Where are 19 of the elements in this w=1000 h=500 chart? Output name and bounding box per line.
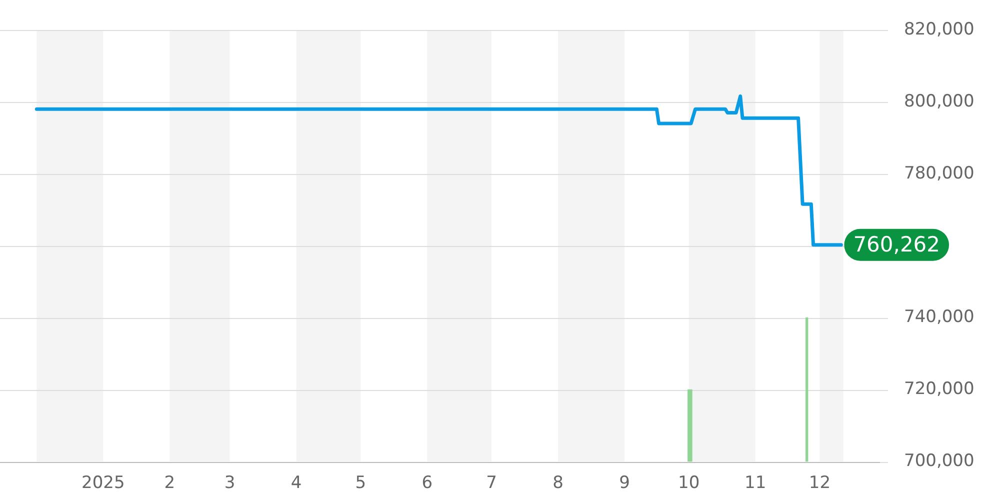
y-tick-label: 780,000	[904, 163, 974, 184]
y-tick-label: 740,000	[904, 307, 974, 328]
x-tick-label: 10	[678, 473, 700, 494]
x-tick-label: 8	[552, 473, 564, 494]
annotation: 760,262	[853, 232, 940, 256]
x-tick-label: 4	[290, 473, 302, 494]
x-tick-label: 2025	[82, 473, 125, 494]
x-tick-label: 7	[486, 473, 497, 494]
x-tick-label: 3	[224, 473, 236, 494]
x-tick-label: 11	[744, 473, 766, 494]
x-tick-label: 5	[355, 473, 366, 494]
y-tick-label: 720,000	[904, 379, 974, 400]
y-tick-label: 700,000	[904, 451, 974, 472]
x-tick-label: 2	[164, 473, 176, 494]
y-tick-label: 800,000	[904, 91, 974, 112]
x-tick-label: 9	[619, 473, 630, 494]
x-tick-label: 12	[808, 473, 831, 494]
x-tick-label: 6	[422, 473, 433, 494]
y-tick-label: 820,000	[904, 19, 974, 40]
